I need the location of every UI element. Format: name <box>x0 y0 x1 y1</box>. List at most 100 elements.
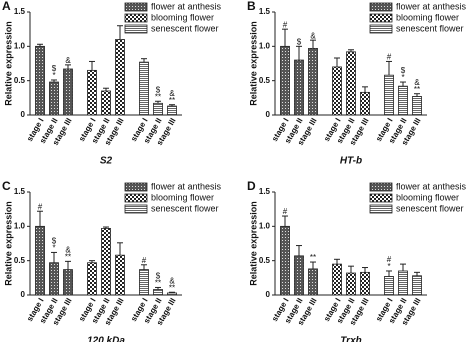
bar <box>101 227 111 296</box>
significance-label: & <box>169 276 175 285</box>
legend-label: blooming flower <box>396 192 459 202</box>
y-tick-label: 1.0 <box>259 41 271 50</box>
bar <box>346 272 356 296</box>
y-tick-label: 0 <box>266 110 271 119</box>
legend-swatch <box>369 204 393 214</box>
legend-label: flower at anthesis <box>396 181 467 191</box>
y-tick-label: 0 <box>266 290 271 299</box>
significance-label: # <box>142 256 147 265</box>
significance-label: & <box>65 56 71 65</box>
bar <box>360 271 370 296</box>
significance-label: ** <box>155 92 161 101</box>
bar <box>294 59 304 116</box>
legend-swatch <box>369 182 393 192</box>
y-tick-label: 0 <box>21 110 26 119</box>
bar <box>153 102 163 116</box>
y-tick-label: 1.0 <box>14 41 26 50</box>
y-tick-label: 0.5 <box>14 76 26 85</box>
bar <box>167 105 177 116</box>
significance-label: ** <box>169 283 175 292</box>
y-axis-label: Relative expression <box>3 21 13 106</box>
y-tick-label: 0.5 <box>14 256 26 265</box>
significance-label: ** <box>65 252 71 261</box>
bar <box>167 292 177 296</box>
significance-label: & <box>310 31 316 40</box>
bar <box>280 45 290 116</box>
legend-label: blooming flower <box>396 12 459 22</box>
bar <box>49 262 59 296</box>
bar <box>398 270 408 296</box>
bar <box>384 74 394 116</box>
bar <box>139 269 149 296</box>
bar <box>308 47 318 116</box>
legend-swatch <box>124 182 148 192</box>
significance-label: & <box>169 89 175 98</box>
significance-label: $ <box>156 272 161 281</box>
significance-label: # <box>283 207 288 216</box>
y-tick-label: 1.0 <box>14 221 26 230</box>
legend-swatch <box>369 193 393 203</box>
legend-swatch <box>124 2 148 12</box>
legend-swatch <box>369 13 393 23</box>
legend-label: senescent flower <box>151 23 219 33</box>
bar <box>63 68 73 116</box>
bar <box>398 85 408 116</box>
y-axis-label: Relative expression <box>3 201 13 286</box>
bar <box>412 275 422 296</box>
y-tick-label: 1.5 <box>14 7 26 16</box>
legend-label: senescent flower <box>396 23 464 33</box>
bar <box>332 263 342 296</box>
significance-label: & <box>65 245 71 254</box>
significance-label: ** <box>310 253 316 262</box>
significance-label: ** <box>414 85 420 94</box>
y-tick-label: 1.5 <box>259 187 271 196</box>
y-tick-label: 0.5 <box>259 256 271 265</box>
bar <box>346 51 356 116</box>
legend-label: blooming flower <box>151 12 214 22</box>
bar <box>87 69 97 116</box>
x-axis-label: S2 <box>100 156 113 167</box>
significance-label: ** <box>169 96 175 105</box>
legend-label: flower at anthesis <box>151 181 222 191</box>
bar <box>412 96 422 116</box>
bar <box>332 66 342 116</box>
significance-label: * <box>52 244 55 253</box>
significance-label: $ <box>297 37 302 46</box>
legend-label: senescent flower <box>151 203 219 213</box>
bar <box>294 255 304 296</box>
significance-label: $ <box>401 66 406 75</box>
bar <box>308 268 318 296</box>
bar <box>49 81 59 116</box>
significance-label: # <box>387 255 392 264</box>
significance-label: * <box>387 262 390 271</box>
bar <box>153 289 163 296</box>
y-tick-label: 1.0 <box>259 221 271 230</box>
x-axis-label: 120 kDa <box>87 336 125 342</box>
significance-label: # <box>387 53 392 62</box>
y-axis-label: Relative expression <box>248 201 258 286</box>
significance-label: * <box>401 73 404 82</box>
legend-swatch <box>124 24 148 34</box>
bar <box>280 225 290 296</box>
bar <box>139 61 149 116</box>
legend-label: flower at anthesis <box>151 1 222 11</box>
significance-label: $ <box>52 64 57 73</box>
panel-letter: D <box>247 179 256 193</box>
bar <box>360 91 370 116</box>
legend-label: flower at anthesis <box>396 1 467 11</box>
significance-label: $ <box>156 85 161 94</box>
bar <box>87 262 97 296</box>
bar <box>101 90 111 116</box>
legend-swatch <box>124 193 148 203</box>
y-tick-label: 1.5 <box>259 7 271 16</box>
y-tick-label: 1.5 <box>14 187 26 196</box>
panel-letter: B <box>247 0 256 13</box>
significance-label: # <box>38 202 43 211</box>
bar <box>35 225 45 296</box>
panel-letter: A <box>2 0 11 13</box>
bar <box>35 45 45 116</box>
significance-label: * <box>52 71 55 80</box>
y-tick-label: 0.5 <box>259 76 271 85</box>
panel-letter: C <box>2 179 11 193</box>
